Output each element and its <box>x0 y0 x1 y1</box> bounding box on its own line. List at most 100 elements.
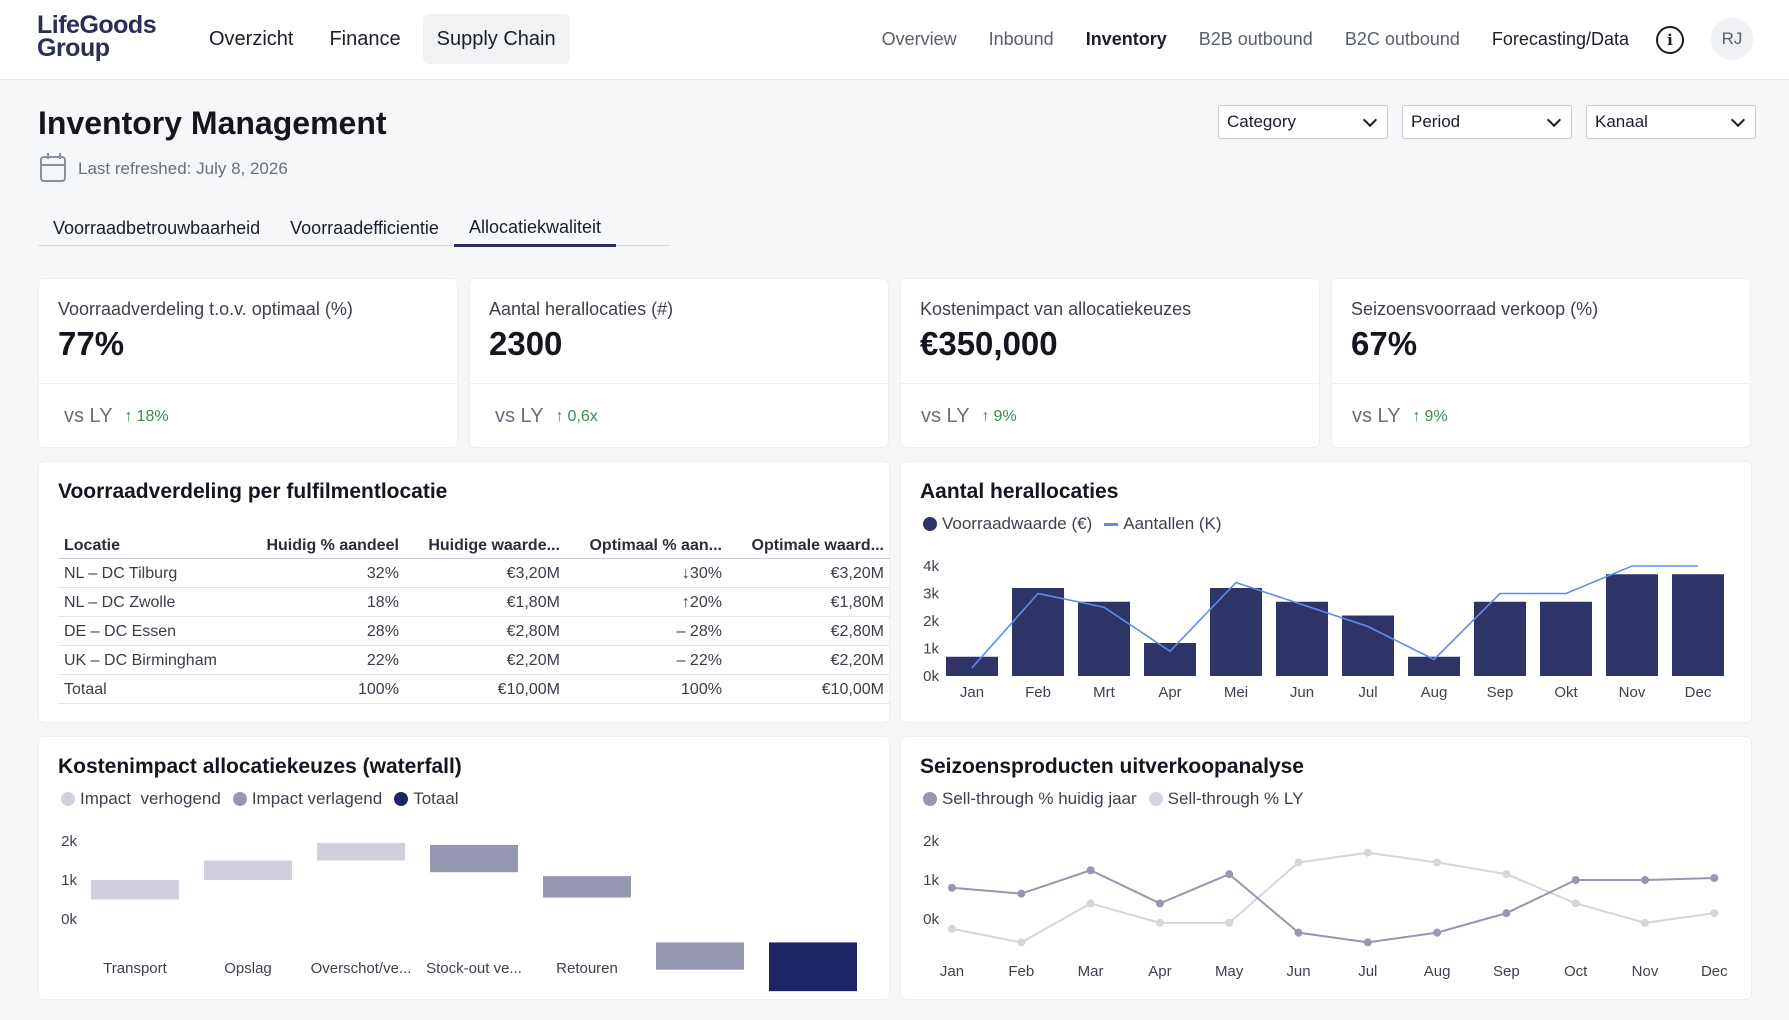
table-cell: NL – DC Tilburg <box>58 558 243 588</box>
tab-voorraadefficientie[interactable]: Voorraadefficientie <box>290 217 439 238</box>
main-nav-finance[interactable]: Finance <box>329 27 401 50</box>
sub-nav-forecasting[interactable]: Forecasting/Data <box>1491 28 1629 49</box>
table-cell: €3,20M <box>727 558 890 588</box>
column-header[interactable]: Huidig % aandeel <box>242 532 405 559</box>
x-tick-label: Okt <box>1554 684 1578 701</box>
data-point <box>1502 909 1511 918</box>
waterfall-bar <box>91 880 179 900</box>
legend-item[interactable]: Sell-through % huidig jaar <box>923 789 1137 809</box>
kpi-card-seizoensvoorraad: Seizoensvoorraad verkoop (%) 67% vs LY ↑… <box>1331 278 1751 448</box>
sub-nav-b2c-outbound[interactable]: B2C outbound <box>1344 28 1460 49</box>
legend-swatch <box>1148 792 1163 806</box>
chart-legend: Sell-through % huidig jaar Sell-through … <box>923 789 1303 809</box>
period-select[interactable]: Period <box>1402 105 1572 139</box>
kpi-compare-label: vs LY <box>1352 405 1401 427</box>
kpi-compare: vs LY ↑ 9% <box>921 405 1017 428</box>
y-tick-label: 0k <box>923 911 939 928</box>
legend-swatch <box>1104 522 1119 526</box>
waterfall-bar <box>769 942 857 992</box>
divider <box>901 383 1319 384</box>
x-tick-label: Opslag <box>224 960 272 977</box>
kpi-compare-label: vs LY <box>64 405 113 427</box>
legend-swatch <box>923 792 937 806</box>
tab-voorraadbetrouwbaarheid[interactable]: Voorraadbetrouwbaarheid <box>53 217 261 238</box>
data-point <box>1086 899 1095 908</box>
x-tick-label: Overschot/ve... <box>311 960 412 977</box>
legend-item[interactable]: Aantallen (K) <box>1104 514 1222 534</box>
kpi-value: 2300 <box>489 325 563 362</box>
table-row: UK – DC Birmingham 22% €2,20M – 22% €2,2… <box>58 645 890 675</box>
divider <box>1332 383 1750 384</box>
category-select[interactable]: Category <box>1218 105 1388 139</box>
arrow-up-icon: ↑ <box>981 407 990 425</box>
column-header[interactable]: Locatie <box>58 532 243 559</box>
table-row: DE – DC Essen 28% €2,80M – 28% €2,80M <box>58 616 890 646</box>
data-point <box>1294 858 1303 867</box>
column-header[interactable]: Optimale waard... <box>727 532 890 559</box>
kanaal-select[interactable]: Kanaal <box>1586 105 1756 139</box>
table-cell: – 22% <box>565 645 728 675</box>
info-icon[interactable]: i <box>1656 26 1684 54</box>
x-tick-label: Jun <box>1290 684 1314 701</box>
main-nav-supply-chain[interactable]: Supply Chain <box>422 14 570 64</box>
category-select-label: Category <box>1227 112 1296 131</box>
logo[interactable]: LifeGoods Group <box>37 11 157 62</box>
legend-item[interactable]: Totaal <box>394 789 459 809</box>
table-cell: €2,80M <box>727 616 890 646</box>
column-header[interactable]: Huidige waarde... <box>404 532 566 559</box>
tab-allocatiekwaliteit[interactable]: Allocatiekwaliteit <box>453 210 616 247</box>
table-cell: – 28% <box>565 616 728 646</box>
chevron-down-icon <box>1362 112 1378 127</box>
legend-item[interactable]: Impact verhogend <box>61 789 221 809</box>
sub-nav-inventory[interactable]: Inventory <box>1085 28 1167 49</box>
sub-nav-overview[interactable]: Overview <box>881 28 957 49</box>
y-tick-label: 1k <box>923 641 939 658</box>
card-title: Voorraadverdeling per fulfilmentlocatie <box>58 480 448 503</box>
column-header[interactable]: Optimaal % aan... <box>565 532 728 559</box>
table-row: NL – DC Zwolle 18% €1,80M ↑20% €1,80M <box>58 587 890 617</box>
chart-legend: Voorraadwaarde (€) Aantallen (K) <box>923 514 1222 534</box>
kpi-delta: ↑ 18% <box>125 408 169 426</box>
table-cell: 28% <box>242 616 405 646</box>
data-point <box>1155 899 1164 908</box>
main-nav-overzicht[interactable]: Overzicht <box>209 27 294 50</box>
x-tick-label: Mar <box>1078 963 1104 980</box>
sub-nav-inbound[interactable]: Inbound <box>988 28 1054 49</box>
legend-item[interactable]: Voorraadwaarde (€) <box>923 514 1092 534</box>
table-row: NL – DC Tilburg 32% €3,20M ↓30% €3,20M <box>58 558 890 588</box>
y-tick-label: 4k <box>923 558 939 575</box>
data-point <box>1225 870 1234 879</box>
table-cell: €10,00M <box>404 674 566 704</box>
arrow-up-icon: ↑ <box>555 407 564 425</box>
bar <box>1474 601 1526 676</box>
x-tick-label: Aug <box>1421 684 1448 701</box>
legend-swatch <box>232 792 247 806</box>
kpi-value: 77% <box>58 325 125 362</box>
data-point <box>948 883 956 892</box>
seasonal-chart: 0k 1k 2k Jan Feb Mar Apr May Jun Jul Aug Sep Oct Nov D… <box>923 833 1728 980</box>
data-point <box>948 924 956 933</box>
x-tick-label: Jun <box>1286 963 1310 980</box>
avatar[interactable]: RJ <box>1711 18 1753 60</box>
series-line <box>971 565 1698 669</box>
bar <box>1210 588 1262 676</box>
kpi-label: Seizoensvoorraad verkoop (%) <box>1351 299 1599 319</box>
kpi-card-kostenimpact: Kostenimpact van allocatiekeuzes €350,00… <box>900 278 1320 448</box>
legend-item[interactable]: Sell-through % LY <box>1148 789 1303 809</box>
kpi-card-voorraadverdeling: Voorraadverdeling t.o.v. optimaal (%) 77… <box>38 278 458 448</box>
divider <box>470 383 888 384</box>
legend-item[interactable]: Impact verlagend <box>232 789 382 809</box>
y-tick-label: 2k <box>923 833 939 850</box>
sub-nav-b2b-outbound[interactable]: B2B outbound <box>1198 28 1313 49</box>
x-tick-label: Jul <box>1358 963 1377 980</box>
calendar-icon <box>40 153 66 182</box>
kpi-value: 67% <box>1351 325 1418 362</box>
bar <box>1672 574 1724 676</box>
kpi-compare-label: vs LY <box>921 405 970 427</box>
data-point <box>1225 918 1234 927</box>
arrow-up-icon: ↑ <box>124 407 133 425</box>
waterfall-bar <box>543 876 631 898</box>
bar <box>1342 615 1394 676</box>
table-cell: €3,20M <box>404 558 566 588</box>
table-cell: 22% <box>242 645 405 675</box>
